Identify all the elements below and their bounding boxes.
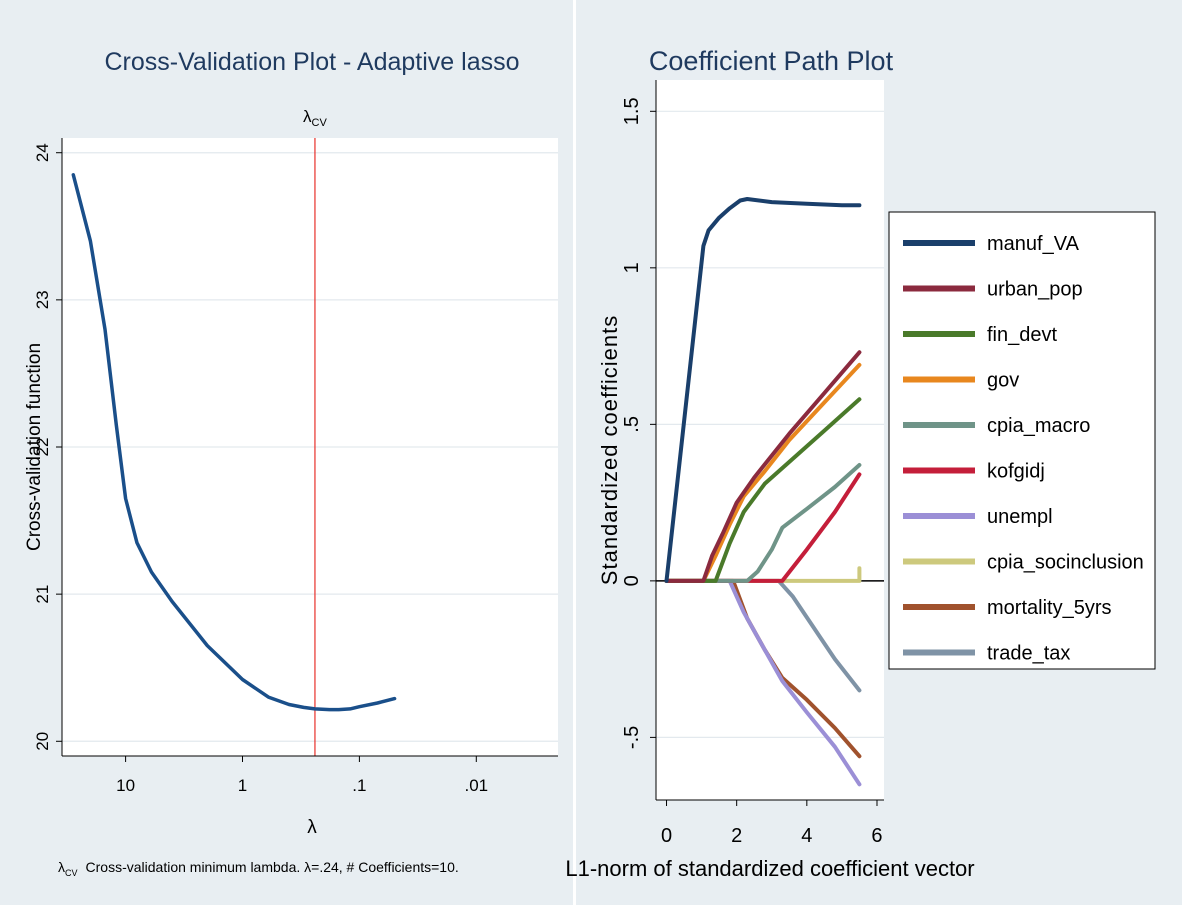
cv-curve [71,173,397,712]
cv-x-ticks: 10 1 .1 .01 [116,756,488,795]
legend-label-kofgidj: kofgidj [987,461,1045,483]
coef-y-ticks: -.5 0 .5 1 1.5 [621,97,656,749]
coef-x-ticks: 0 2 4 6 [661,800,883,847]
cv-x-tick-label: 10 [116,776,135,795]
cv-x-tick-label: .1 [352,776,366,795]
cv-x-tick-label: 1 [238,776,247,795]
legend-label-manuf_VA: manuf_VA [987,233,1080,255]
legend-label-gov: gov [987,370,1019,392]
coef-x-tick-label: 2 [731,825,742,847]
cv-footnote: λCV Cross-validation minimum lambda. λ=.2… [58,859,459,878]
coef-y-tick-label: .5 [621,416,643,433]
lambda-cv-symbol: λ [303,107,312,126]
cv-footnote-subscript: CV [65,868,78,878]
legend-label-urban_pop: urban_pop [987,279,1083,301]
coef-x-tick-label: 0 [661,825,672,847]
cv-x-axis-label: λ [307,817,317,838]
coef-path-unempl [664,578,862,787]
legend-label-unempl: unempl [987,506,1053,528]
coef-path-urban_pop [664,350,862,583]
cv-grid [62,152,558,742]
cv-y-axis-label: Cross-validation function [24,343,45,551]
cv-footnote-symbol: λ [58,859,65,875]
legend-label-fin_devt: fin_devt [987,324,1057,346]
coef-plot-title: Coefficient Path Plot [649,46,894,76]
lambda-cv-subscript: CV [312,117,328,129]
legend-label-cpia_socinclusion: cpia_socinclusion [987,552,1144,574]
coef-y-tick-label: 1.5 [621,97,643,125]
legend-label-mortality_5yrs: mortality_5yrs [987,597,1111,619]
cv-x-tick-label: .01 [464,776,488,795]
legend-label-cpia_macro: cpia_macro [987,415,1090,437]
cv-plot-title: Cross-Validation Plot - Adaptive lasso [104,48,519,76]
coef-series [664,197,862,787]
cv-plot: Cross-Validation Plot - Adaptive lasso 2… [24,48,558,878]
panel-divider [573,0,576,905]
cv-y-tick-label: 21 [33,585,52,604]
cv-footnote-text: Cross-validation minimum lambda. λ=.24, … [86,859,459,875]
coefficient-path-plot: Coefficient Path Plot -.5 0 .5 1 1.5 0 2 4 6 St… [565,46,1156,881]
coef-y-tick-label: -.5 [621,726,643,749]
coef-path-cpia_macro [664,463,862,583]
coef-y-tick-label: 0 [621,575,643,586]
coef-plot-area [656,80,884,800]
cv-y-tick-label: 24 [33,143,52,162]
coef-path-manuf_VA [664,197,862,583]
coef-x-tick-label: 6 [871,825,882,847]
lambda-cv-label: λCV [303,107,327,129]
coef-y-tick-label: 1 [621,262,643,273]
cv-y-tick-label: 22 [33,438,52,457]
coef-x-axis-label: L1-norm of standardized coefficient vect… [565,856,974,881]
coef-y-axis-label: Standardized coefficients [597,315,622,585]
cv-y-ticks: 20 21 22 23 24 [33,143,62,751]
coef-x-tick-label: 4 [801,825,812,847]
cv-y-tick-label: 23 [33,290,52,309]
legend-label-trade_tax: trade_tax [987,643,1070,665]
cv-y-tick-label: 20 [33,732,52,751]
coef-path-fin_devt [664,397,862,583]
